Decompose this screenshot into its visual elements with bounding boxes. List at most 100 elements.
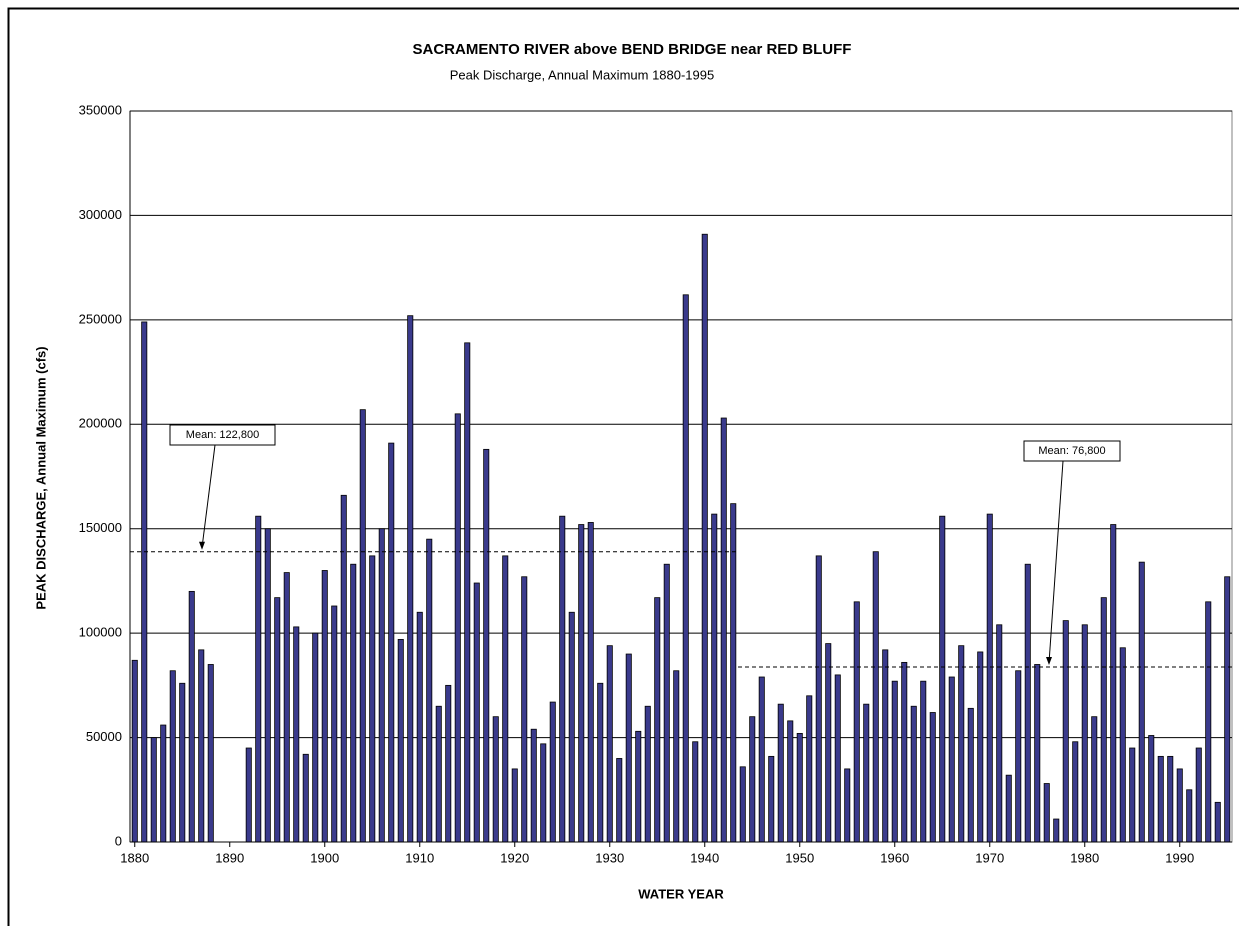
- bar: [644, 705, 651, 843]
- bar: [1224, 576, 1231, 843]
- bar: [587, 522, 594, 843]
- bar: [1043, 783, 1050, 843]
- bar: [929, 712, 936, 843]
- bar: [1148, 735, 1155, 843]
- y-tick-label: 200000: [79, 416, 122, 431]
- bar: [1072, 741, 1079, 843]
- bar: [996, 624, 1003, 843]
- bar: [920, 680, 927, 843]
- bar: [454, 413, 461, 843]
- bar: [530, 728, 537, 843]
- bar: [540, 743, 547, 843]
- bar: [198, 649, 205, 843]
- bar: [1015, 670, 1022, 843]
- annotation-text: Mean: 76,800: [1038, 445, 1105, 457]
- bar: [302, 753, 309, 843]
- y-tick-label: 350000: [79, 102, 122, 117]
- x-tick-label: 1970: [975, 850, 1004, 865]
- bar: [359, 409, 366, 843]
- bar: [948, 676, 955, 843]
- bar: [910, 705, 917, 843]
- bar: [1167, 755, 1174, 843]
- y-tick-label: 250000: [79, 311, 122, 326]
- bar: [787, 720, 794, 843]
- chart-subtitle: Peak Discharge, Annual Maximum 1880-1995: [450, 67, 714, 82]
- bar: [625, 653, 632, 843]
- y-tick-label: 150000: [79, 520, 122, 535]
- bar: [768, 755, 775, 843]
- bar: [986, 513, 993, 843]
- annotation-box: [1023, 440, 1121, 462]
- bar: [160, 724, 167, 843]
- bar: [445, 684, 452, 843]
- bar: [426, 538, 433, 843]
- bar: [796, 732, 803, 843]
- bar: [616, 758, 623, 843]
- x-tick-label: 1980: [1070, 850, 1099, 865]
- bar: [464, 342, 471, 843]
- bar: [1062, 620, 1069, 843]
- bar: [739, 766, 746, 843]
- chart-title: SACRAMENTO RIVER above BEND BRIDGE near …: [413, 41, 852, 58]
- bar: [758, 676, 765, 843]
- bar: [245, 747, 252, 843]
- bar: [378, 528, 385, 843]
- bar: [568, 611, 575, 843]
- bar: [977, 651, 984, 843]
- bar: [1110, 524, 1117, 843]
- x-tick-label: 1880: [120, 850, 149, 865]
- bar: [635, 730, 642, 843]
- bar: [1195, 747, 1202, 843]
- y-tick-label: 300000: [79, 207, 122, 222]
- bar: [901, 661, 908, 843]
- annotation-box: [169, 424, 276, 446]
- bar: [939, 515, 946, 843]
- bar: [749, 716, 756, 843]
- bar: [1024, 563, 1031, 843]
- bar: [597, 682, 604, 843]
- bar: [1081, 624, 1088, 843]
- bar: [397, 639, 404, 843]
- x-axis-title: WATER YEAR: [638, 886, 724, 901]
- y-axis-title: PEAK DISCHARGE, Annual Maximum (cfs): [33, 346, 48, 609]
- bar: [692, 741, 699, 843]
- bar: [274, 597, 281, 843]
- bar: [701, 233, 708, 843]
- bar: [549, 701, 556, 843]
- y-tick-label: 100000: [79, 625, 122, 640]
- annotation-arrow: [201, 444, 216, 548]
- bar: [654, 597, 661, 843]
- bar: [1205, 601, 1212, 843]
- arrow-head: [199, 541, 205, 550]
- bar: [872, 551, 879, 843]
- bar: [1214, 801, 1221, 843]
- bar: [207, 664, 214, 843]
- bar: [1034, 664, 1041, 843]
- bar: [834, 674, 841, 843]
- bar: [179, 682, 186, 843]
- bar: [188, 590, 195, 843]
- x-tick-label: 1890: [215, 850, 244, 865]
- annotation-arrow: [1048, 460, 1064, 664]
- x-tick-label: 1900: [310, 850, 339, 865]
- bar: [958, 645, 965, 843]
- bar: [1186, 789, 1193, 843]
- bar: [407, 315, 414, 843]
- bar: [1091, 716, 1098, 843]
- bar: [331, 605, 338, 843]
- bar: [416, 611, 423, 843]
- bar: [264, 528, 271, 843]
- bar: [891, 680, 898, 843]
- bar: [141, 321, 148, 843]
- bar: [350, 563, 357, 843]
- bar: [131, 659, 138, 843]
- bar: [863, 703, 870, 843]
- y-tick-label: 50000: [86, 729, 122, 744]
- x-tick-label: 1990: [1165, 850, 1194, 865]
- bar: [473, 582, 480, 843]
- bar: [312, 632, 319, 843]
- bar: [806, 695, 813, 843]
- bar: [606, 645, 613, 843]
- bar: [1053, 818, 1060, 843]
